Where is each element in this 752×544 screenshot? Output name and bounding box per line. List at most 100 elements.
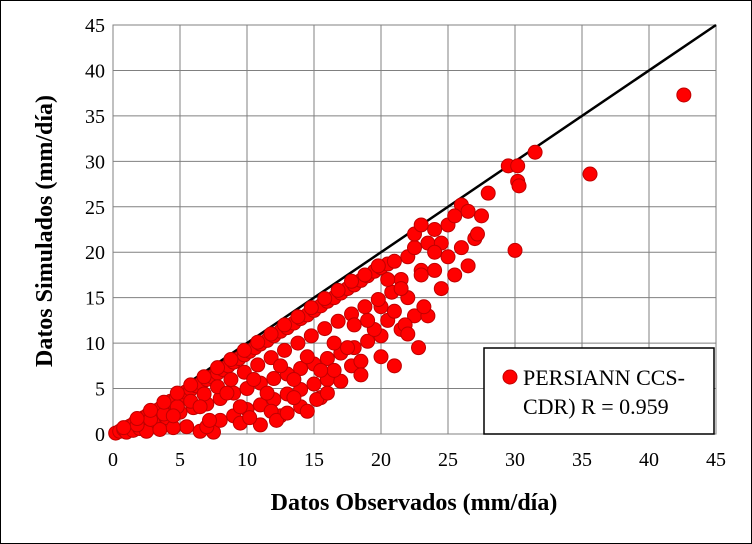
data-point (326, 362, 342, 378)
x-tick-label: 15 (304, 449, 324, 471)
data-point (290, 335, 306, 351)
data-point (210, 360, 226, 376)
data-point (286, 371, 302, 387)
y-tick-label: 35 (85, 106, 105, 128)
data-point (277, 317, 293, 333)
data-point (373, 349, 389, 365)
data-point (386, 303, 402, 319)
data-point (201, 412, 217, 428)
data-point (440, 249, 456, 265)
data-point (250, 334, 266, 350)
data-point (386, 253, 402, 269)
data-point (460, 203, 476, 219)
legend-marker (502, 369, 518, 385)
data-point (469, 226, 485, 242)
data-point (582, 166, 598, 182)
data-point (400, 326, 416, 342)
data-point (250, 357, 266, 373)
x-tick-label: 25 (438, 449, 458, 471)
data-point (330, 282, 346, 298)
data-point (277, 342, 293, 358)
data-point (183, 377, 199, 393)
data-point (293, 361, 309, 377)
tick-labels: 0 5 10 15 20 25 30 35 40 45 0 5 10 15 20 25 30 35 40 45 (85, 15, 726, 471)
data-point (346, 317, 362, 333)
data-point (263, 350, 279, 366)
x-axis-title: Datos Observados (mm/día) (271, 490, 558, 516)
data-point (299, 349, 315, 365)
data-point (447, 208, 463, 224)
data-point (427, 262, 443, 278)
data-point (357, 299, 373, 315)
data-point (386, 358, 402, 374)
data-point (313, 362, 329, 378)
data-point (344, 273, 360, 289)
data-point (268, 412, 284, 428)
data-point (263, 326, 279, 342)
data-point (317, 321, 333, 337)
data-point (407, 240, 422, 256)
data-point (353, 353, 369, 369)
y-tick-label: 10 (85, 333, 105, 355)
data-point (427, 244, 443, 260)
legend-box (483, 347, 715, 435)
data-point (273, 358, 288, 374)
data-point (179, 419, 195, 435)
data-point (480, 185, 496, 201)
data-point (303, 300, 319, 316)
data-point (143, 402, 159, 418)
data-point (510, 158, 526, 174)
data-point (511, 178, 527, 194)
data-point (223, 371, 239, 387)
data-point (252, 417, 268, 433)
data-point (453, 240, 469, 256)
data-point (306, 376, 322, 392)
data-point (676, 87, 692, 103)
data-point (246, 371, 262, 387)
data-point (353, 367, 369, 383)
y-tick-label: 20 (85, 242, 105, 264)
data-point (360, 333, 376, 349)
data-point (370, 291, 386, 307)
x-tick-label: 40 (639, 449, 659, 471)
legend-label-line-2: CDR) R = 0.959 (523, 394, 669, 419)
data-point (433, 281, 449, 297)
x-tick-label: 5 (175, 449, 185, 471)
data-point (427, 222, 443, 237)
legend-label-line-1: PERSIANN CCS- (523, 365, 685, 390)
y-tick-label: 30 (85, 151, 105, 173)
x-tick-label: 35 (572, 449, 592, 471)
data-point (165, 408, 181, 424)
data-point (279, 405, 295, 421)
y-tick-label: 45 (85, 15, 105, 37)
data-point (393, 281, 409, 297)
data-point (319, 351, 335, 367)
data-points (108, 87, 692, 441)
data-point (474, 208, 489, 224)
y-tick-label: 15 (85, 288, 105, 310)
data-point (460, 258, 476, 274)
data-point (333, 373, 349, 389)
data-point (370, 258, 386, 274)
y-tick-label: 0 (95, 424, 105, 446)
data-point (413, 267, 429, 283)
data-point (129, 411, 145, 427)
data-point (286, 390, 302, 406)
data-point (242, 410, 258, 426)
data-point (116, 420, 132, 436)
y-tick-label: 40 (85, 60, 105, 82)
data-point (413, 217, 429, 233)
data-point (340, 340, 355, 356)
data-point (411, 340, 427, 356)
data-point (326, 335, 342, 351)
data-point (236, 342, 252, 358)
data-point (232, 399, 248, 415)
data-point (223, 351, 239, 367)
data-point (507, 242, 523, 258)
data-point (527, 144, 543, 160)
data-point (380, 271, 396, 287)
y-tick-label: 25 (85, 197, 105, 219)
data-point (357, 267, 373, 283)
data-point (447, 267, 463, 283)
